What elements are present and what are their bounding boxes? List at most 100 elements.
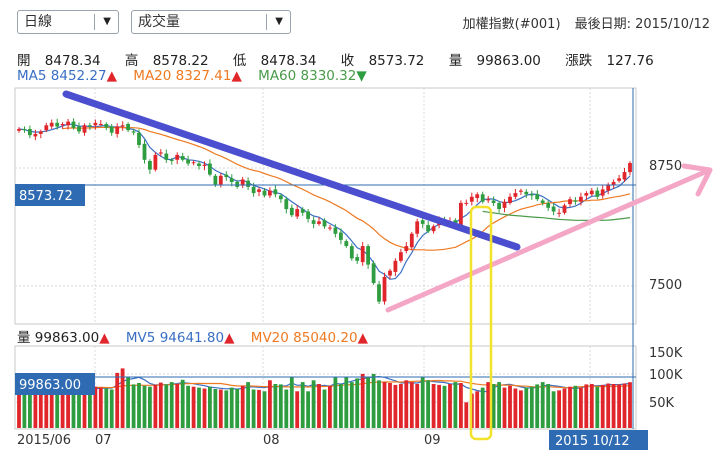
time-label-jun: 2015/06 bbox=[17, 433, 71, 448]
volume-bar bbox=[328, 385, 332, 428]
volume-bar bbox=[480, 387, 485, 428]
volume-bar bbox=[44, 387, 49, 428]
volume-bar bbox=[115, 372, 120, 428]
candle-body bbox=[295, 209, 300, 217]
volume-bar bbox=[426, 380, 430, 428]
volume-bar bbox=[289, 377, 294, 428]
volume-bar bbox=[322, 389, 327, 428]
volume-bar bbox=[502, 387, 507, 428]
last-date-tag-text: 2015 10/12 bbox=[555, 434, 630, 449]
volume-bar bbox=[595, 386, 600, 428]
volume-bar bbox=[164, 384, 169, 428]
volume-bar bbox=[388, 383, 392, 428]
chevron-down-icon[interactable]: ▼ bbox=[275, 16, 283, 27]
candle-body bbox=[355, 257, 360, 261]
period-select[interactable]: 日線 ▼ bbox=[17, 10, 119, 34]
select-divider bbox=[266, 14, 267, 30]
candle-body bbox=[306, 211, 310, 219]
candle-body bbox=[240, 179, 245, 186]
volume-bar bbox=[448, 384, 452, 428]
candle-body bbox=[262, 190, 267, 196]
current-price-tag bbox=[15, 184, 85, 206]
candle-body bbox=[186, 159, 190, 164]
volume-bar bbox=[311, 380, 316, 428]
volume-legend: 量 99863.00▲ MV5 94641.80▲ MV20 85040.20▲ bbox=[17, 326, 380, 346]
current-price-tag-text: 8573.72 bbox=[19, 189, 73, 204]
candle-body bbox=[606, 184, 611, 191]
candle-body bbox=[360, 246, 365, 263]
candle-body bbox=[399, 252, 403, 261]
chevron-down-icon[interactable]: ▼ bbox=[103, 16, 111, 27]
header-info: 加權指數(#001) 最後日期: 2015/10/12 bbox=[453, 13, 710, 32]
candle-body bbox=[98, 124, 103, 125]
mv5-legend: MV5 94641.80▲ bbox=[125, 330, 235, 346]
volume-bar bbox=[415, 384, 420, 428]
volume-bar bbox=[464, 402, 469, 428]
volume-bar bbox=[382, 382, 387, 428]
candle-body bbox=[197, 163, 201, 166]
volume-bar bbox=[257, 389, 261, 428]
candle-body bbox=[486, 199, 491, 201]
volume-bar bbox=[273, 384, 278, 428]
candle-body bbox=[120, 125, 125, 127]
volume-bar bbox=[628, 382, 632, 428]
volume-bar bbox=[197, 387, 201, 428]
candle-body bbox=[568, 199, 572, 205]
volume-bar bbox=[589, 384, 594, 428]
uptrend-annotation-line bbox=[385, 169, 708, 313]
volume-bar bbox=[491, 384, 496, 428]
highlight-box bbox=[469, 205, 493, 441]
candle-body bbox=[213, 175, 218, 185]
volume-tick-100k: 100K bbox=[649, 368, 683, 383]
candle-body bbox=[595, 190, 600, 197]
volume-bar bbox=[120, 368, 125, 428]
close-value: 收 8573.72 bbox=[340, 53, 425, 69]
candle-body bbox=[158, 152, 163, 154]
volume-bar bbox=[66, 388, 70, 428]
candle-body bbox=[175, 154, 180, 160]
candle-body bbox=[469, 196, 474, 202]
change-value: 漲跌 127.76 bbox=[565, 53, 654, 69]
volume-bar bbox=[409, 382, 414, 428]
candle-body bbox=[235, 182, 240, 187]
volume-bar bbox=[268, 380, 272, 428]
candle-body bbox=[480, 194, 485, 202]
volume-bar bbox=[224, 390, 229, 428]
candle-body bbox=[273, 189, 278, 195]
candle-body bbox=[611, 182, 616, 185]
candle-body bbox=[300, 209, 305, 213]
volume-bar bbox=[611, 384, 616, 428]
candle-body bbox=[55, 122, 60, 127]
candle-body bbox=[322, 220, 327, 227]
volume-bar bbox=[437, 384, 441, 428]
candle-body bbox=[508, 196, 512, 203]
candle-body bbox=[371, 263, 376, 283]
volume-bar bbox=[333, 377, 338, 428]
volume-bar bbox=[306, 391, 310, 428]
volume-bar bbox=[158, 382, 163, 428]
ohlc-summary: 開 8478.34 高 8578.22 低 8478.34 收 8573.72 … bbox=[17, 49, 674, 69]
candle-body bbox=[268, 190, 272, 196]
volume-bar bbox=[349, 382, 354, 428]
volume-tick-150k: 150K bbox=[649, 346, 683, 361]
candle-body bbox=[589, 190, 594, 195]
volume-bar bbox=[60, 389, 65, 428]
volume-bar bbox=[137, 383, 141, 428]
candles bbox=[17, 118, 632, 305]
candle-body bbox=[562, 205, 567, 213]
volume-bar bbox=[519, 390, 523, 428]
volume-bar bbox=[557, 390, 561, 428]
volume-bar bbox=[284, 389, 289, 428]
volume-bar bbox=[453, 382, 458, 428]
index-name: 加權指數(#001) bbox=[462, 17, 561, 32]
last-date-tag bbox=[549, 430, 648, 450]
volume-bar bbox=[126, 377, 130, 428]
volume-bar bbox=[529, 386, 534, 428]
indicator-select[interactable]: 成交量 ▼ bbox=[131, 10, 291, 34]
candle-body bbox=[88, 125, 92, 127]
current-volume-tag-text: 99863.00 bbox=[19, 378, 81, 393]
volume-bar bbox=[28, 385, 32, 428]
volume-bar bbox=[486, 382, 491, 428]
volume-bar bbox=[360, 373, 365, 428]
